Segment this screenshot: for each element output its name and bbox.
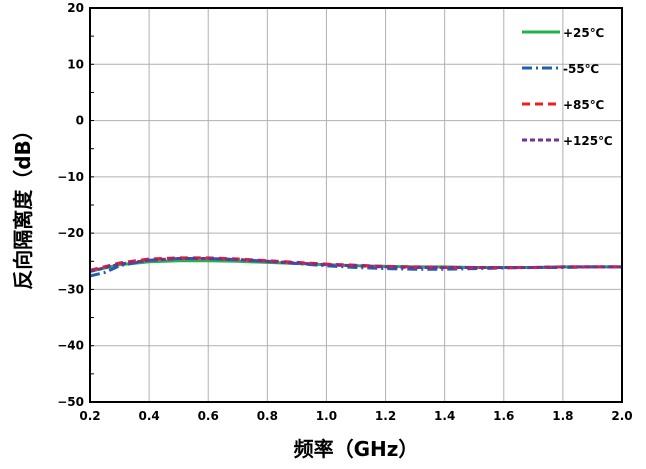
x-tick-label: 0.8 — [257, 409, 278, 423]
y-tick-label: −10 — [57, 170, 84, 184]
series-line-3 — [89, 257, 622, 273]
legend-label-3: +125℃ — [563, 134, 613, 148]
series-lines — [89, 256, 622, 278]
x-tick-label: 2.0 — [611, 409, 632, 423]
y-tick-label: −50 — [57, 395, 84, 409]
legend-label-1: -55℃ — [563, 62, 599, 76]
x-tick-label: 0.2 — [79, 409, 100, 423]
legend-label-0: +25℃ — [563, 26, 604, 40]
y-axis-title: 反向隔离度（dB） — [11, 120, 35, 290]
plot-frame — [89, 7, 623, 403]
y-tick-label: −20 — [57, 226, 84, 240]
y-tick-labels: 20 10 0 −10 −20 −30 −40 −50 — [57, 1, 84, 409]
y-tick-label: 10 — [67, 57, 84, 71]
x-tick-label: 1.4 — [434, 409, 455, 423]
x-axis-title: 频率（GHz） — [294, 437, 419, 461]
y-tick-label: 0 — [76, 114, 84, 128]
y-tick-label: −40 — [57, 339, 84, 353]
x-tick-labels: 0.2 0.4 0.6 0.8 1.0 1.2 1.4 1.6 1.8 2.0 — [79, 409, 632, 423]
legend-label-2: +85℃ — [563, 98, 604, 112]
y-tick-label: 20 — [67, 1, 84, 15]
x-tick-label: 0.6 — [198, 409, 219, 423]
x-tick-label: 1.0 — [316, 409, 337, 423]
x-tick-label: 1.6 — [493, 409, 514, 423]
x-tick-label: 1.8 — [552, 409, 573, 423]
x-tick-label: 0.4 — [138, 409, 159, 423]
y-tick-label: −30 — [57, 282, 84, 296]
legend: +25℃ -55℃ +85℃ +125℃ — [522, 26, 613, 148]
x-tick-label: 1.2 — [375, 409, 396, 423]
